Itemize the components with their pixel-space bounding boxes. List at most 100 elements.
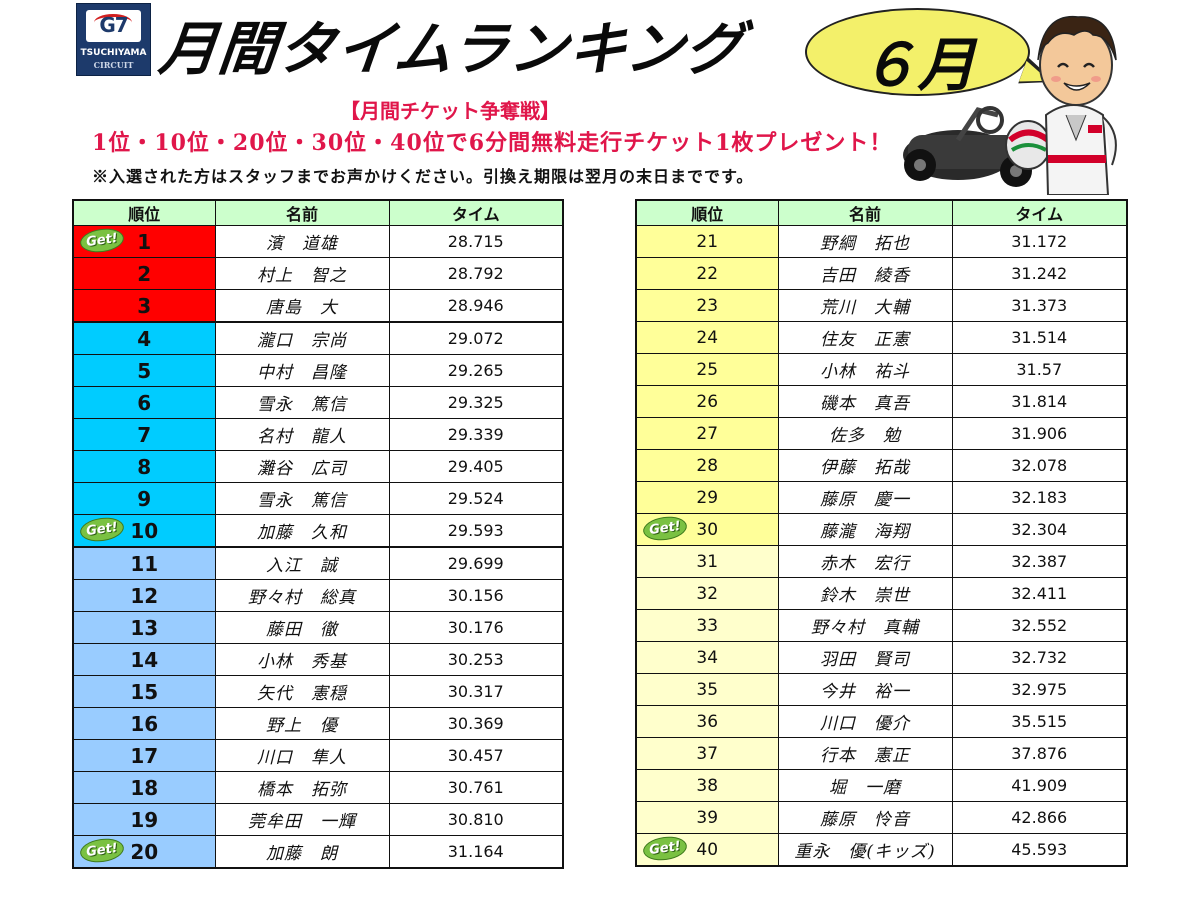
lap-time: 32.183: [951, 481, 1128, 514]
driver-name: 藤瀧 海翔: [777, 513, 953, 546]
rank-cell: 35: [635, 673, 779, 706]
rank-cell: Get! 1: [72, 225, 216, 258]
driver-name: 鈴木 崇世: [777, 577, 953, 610]
rank-cell: 31: [635, 545, 779, 578]
rank-number: 35: [696, 679, 719, 700]
table-row: Get! 1 濱 道雄 28.715: [72, 225, 564, 258]
logo-line2: CIRCUIT: [93, 60, 134, 70]
rank-number: 28: [696, 455, 719, 476]
rank-number: 7: [137, 422, 152, 447]
rank-number: 34: [696, 647, 719, 668]
rank-number: 37: [696, 743, 719, 764]
rank-cell: 29: [635, 481, 779, 514]
lap-time: 41.909: [951, 769, 1128, 802]
rank-number: 22: [696, 263, 719, 284]
rank-number: 4: [137, 326, 152, 351]
lap-time: 30.761: [388, 771, 564, 804]
table-row: 23 荒川 大輔 31.373: [635, 289, 1128, 322]
rank-cell: 39: [635, 801, 779, 834]
rank-number: 18: [130, 775, 159, 800]
rank-cell: 33: [635, 609, 779, 642]
table-row: 7 名村 龍人 29.339: [72, 418, 564, 451]
rank-cell: 16: [72, 707, 216, 740]
driver-name: 矢代 憲穏: [214, 675, 390, 708]
rank-number: 8: [137, 454, 152, 479]
rank-number: 25: [696, 359, 719, 380]
driver-name: 莞牟田 一輝: [214, 803, 390, 836]
lap-time: 31.814: [951, 385, 1128, 418]
table-row: 21 野綱 拓也 31.172: [635, 225, 1128, 258]
table-row: Get! 10 加藤 久和 29.593: [72, 514, 564, 548]
table-row: 27 佐多 勉 31.906: [635, 417, 1128, 450]
rank-number: 19: [130, 807, 159, 832]
promo-note: ※入選された方はスタッフまでお声かけください。引換え期限は翌月の末日までです。: [92, 167, 754, 186]
rank-cell: 8: [72, 450, 216, 483]
get-badge-icon: Get!: [641, 834, 689, 863]
rank-cell: 23: [635, 289, 779, 322]
lap-time: 30.457: [388, 739, 564, 772]
lap-time: 32.411: [951, 577, 1128, 610]
lap-time: 29.699: [388, 546, 564, 580]
table-row: 6 雪永 篤信 29.325: [72, 386, 564, 419]
lap-time: 31.373: [951, 289, 1128, 322]
mascot-driver-illustration: [903, 15, 1117, 195]
rank-number: 36: [696, 711, 719, 732]
rank-cell: 22: [635, 257, 779, 290]
table-row: 14 小林 秀基 30.253: [72, 643, 564, 676]
driver-name: 唐島 大: [214, 289, 390, 323]
lap-time: 29.072: [388, 321, 564, 355]
lap-time: 31.172: [951, 225, 1128, 258]
lap-time: 32.975: [951, 673, 1128, 706]
driver-name: 加藤 朗: [214, 835, 390, 869]
rank-number: 6: [137, 390, 152, 415]
table-row: 16 野上 優 30.369: [72, 707, 564, 740]
driver-name: 吉田 綾香: [777, 257, 953, 290]
driver-name: 重永 優(キッズ): [777, 833, 953, 867]
rank-cell: 28: [635, 449, 779, 482]
rank-number: 27: [696, 423, 719, 444]
promo-heading: 【月間チケット争奪戦】: [340, 99, 560, 123]
lap-time: 30.176: [388, 611, 564, 644]
name-column-header: 名前: [214, 199, 390, 226]
driver-name: 瀧口 宗尚: [214, 321, 390, 355]
rank-column-header: 順位: [635, 199, 779, 226]
driver-name: 名村 龍人: [214, 418, 390, 451]
table-row: 15 矢代 憲穏 30.317: [72, 675, 564, 708]
table-row: 18 橋本 拓弥 30.761: [72, 771, 564, 804]
driver-name: 濱 道雄: [214, 225, 390, 258]
driver-name: 住友 正憲: [777, 321, 953, 354]
driver-name: 赤木 宏行: [777, 545, 953, 578]
driver-name: 今井 裕一: [777, 673, 953, 706]
rank-number: 31: [696, 551, 719, 572]
lap-time: 30.317: [388, 675, 564, 708]
ranking-table-right: 順位 名前 タイム 21 野綱 拓也 31.172 22 吉田 綾香 31.242 23 荒川…: [635, 199, 1128, 867]
table-row: 17 川口 隼人 30.457: [72, 739, 564, 772]
rank-cell: 32: [635, 577, 779, 610]
driver-name: 羽田 賢司: [777, 641, 953, 674]
driver-name: 荒川 大輔: [777, 289, 953, 322]
table-row: 36 川口 優介 35.515: [635, 705, 1128, 738]
month-bubble: ６月: [805, 8, 1060, 99]
driver-name: 雪永 篤信: [214, 482, 390, 515]
lap-time: 30.253: [388, 643, 564, 676]
rank-number: 9: [137, 486, 152, 511]
rank-number: 40: [696, 839, 719, 860]
rank-number: 23: [696, 295, 719, 316]
driver-name: 小林 秀基: [214, 643, 390, 676]
logo-brand: G7: [99, 13, 128, 37]
rank-number: 33: [696, 615, 719, 636]
table-row: 4 瀧口 宗尚 29.072: [72, 321, 564, 355]
get-badge-icon: Get!: [641, 514, 689, 543]
rank-number: 3: [137, 293, 152, 318]
driver-name: 磯本 真吾: [777, 385, 953, 418]
table-header-row: 順位 名前 タイム: [635, 199, 1128, 226]
driver-name: 小林 祐斗: [777, 353, 953, 386]
rank-number: 26: [696, 391, 719, 412]
rank-cell: 24: [635, 321, 779, 354]
table-row: 37 行本 憲正 37.876: [635, 737, 1128, 770]
lap-time: 30.369: [388, 707, 564, 740]
lap-time: 32.387: [951, 545, 1128, 578]
rank-number: 24: [696, 327, 719, 348]
table-row: 34 羽田 賢司 32.732: [635, 641, 1128, 674]
driver-name: 藤原 慶一: [777, 481, 953, 514]
